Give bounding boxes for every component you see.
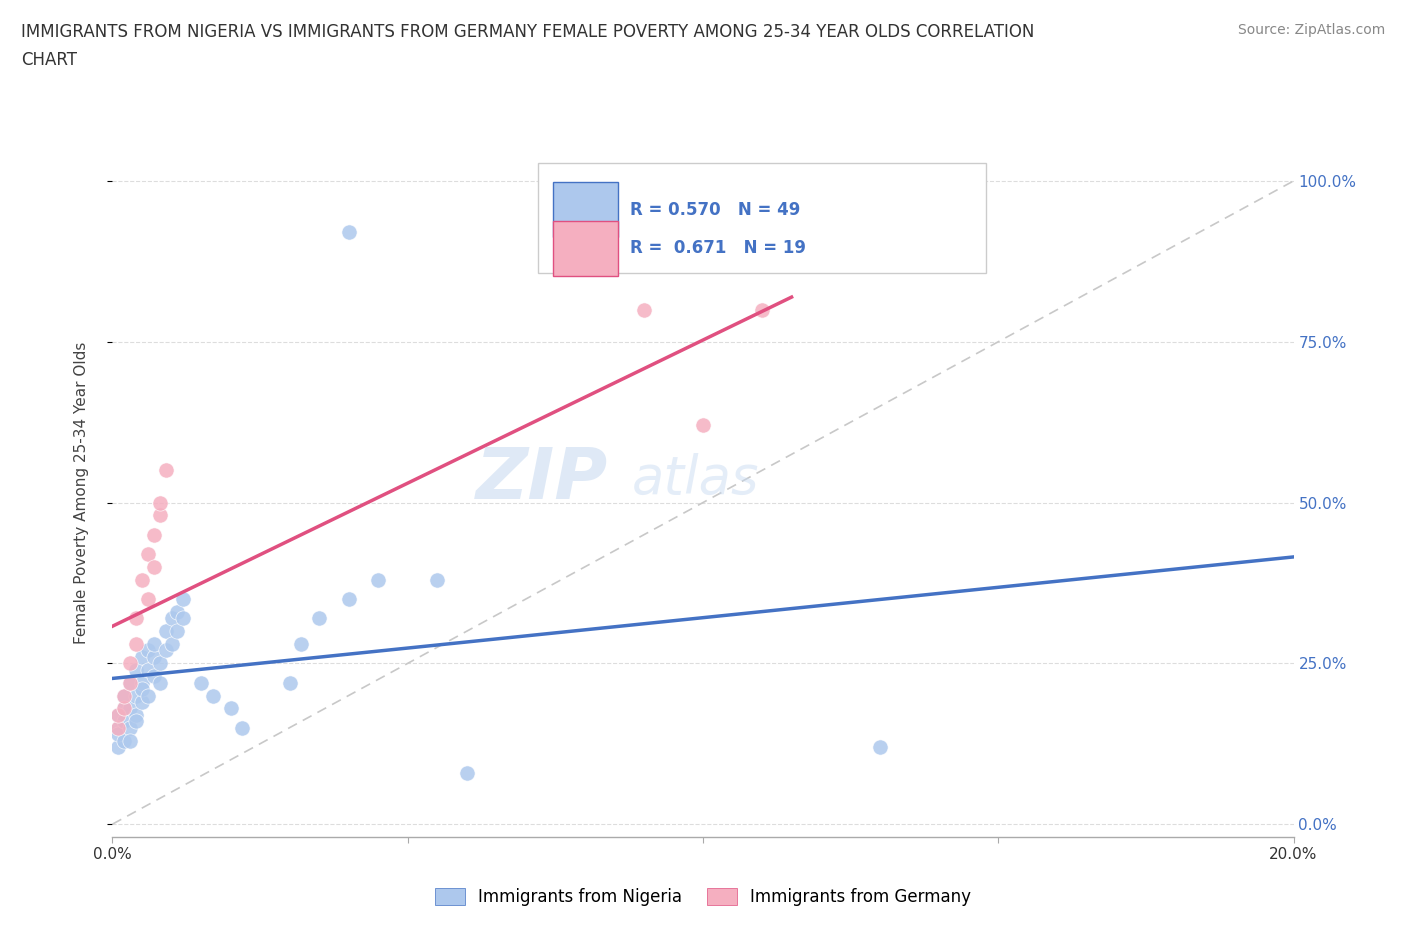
- Point: [308, 611, 330, 626]
- Point: [201, 688, 224, 703]
- Point: [166, 604, 188, 619]
- Y-axis label: Female Poverty Among 25-34 Year Olds: Female Poverty Among 25-34 Year Olds: [75, 341, 89, 644]
- Point: [337, 591, 360, 606]
- Point: [456, 765, 478, 780]
- Point: [120, 733, 142, 748]
- Point: [120, 675, 142, 690]
- Point: [219, 701, 242, 716]
- Text: Source: ZipAtlas.com: Source: ZipAtlas.com: [1237, 23, 1385, 37]
- Point: [633, 302, 655, 317]
- Point: [107, 720, 129, 735]
- Point: [166, 624, 188, 639]
- Point: [142, 560, 165, 575]
- Point: [142, 637, 165, 652]
- Point: [125, 714, 148, 729]
- Point: [136, 688, 159, 703]
- Point: [131, 649, 153, 664]
- Point: [107, 708, 129, 723]
- Point: [231, 720, 253, 735]
- Text: atlas: atlas: [633, 453, 759, 505]
- Point: [149, 656, 172, 671]
- Point: [190, 675, 212, 690]
- Point: [136, 591, 159, 606]
- Point: [112, 714, 135, 729]
- Point: [155, 643, 177, 658]
- Point: [142, 527, 165, 542]
- Point: [136, 547, 159, 562]
- Text: R =  0.671   N = 19: R = 0.671 N = 19: [630, 239, 806, 258]
- Point: [869, 739, 891, 754]
- Point: [112, 701, 135, 716]
- Point: [136, 662, 159, 677]
- Point: [142, 649, 165, 664]
- Point: [120, 701, 142, 716]
- Point: [107, 726, 129, 741]
- Point: [112, 701, 135, 716]
- Point: [112, 688, 135, 703]
- Point: [107, 720, 129, 735]
- Point: [107, 708, 129, 723]
- Point: [692, 418, 714, 432]
- Legend: Immigrants from Nigeria, Immigrants from Germany: Immigrants from Nigeria, Immigrants from…: [427, 881, 979, 912]
- Point: [290, 637, 312, 652]
- Point: [125, 688, 148, 703]
- Point: [149, 675, 172, 690]
- Text: IMMIGRANTS FROM NIGERIA VS IMMIGRANTS FROM GERMANY FEMALE POVERTY AMONG 25-34 YE: IMMIGRANTS FROM NIGERIA VS IMMIGRANTS FR…: [21, 23, 1035, 41]
- Text: ZIP: ZIP: [477, 445, 609, 513]
- Point: [131, 572, 153, 587]
- Point: [107, 739, 129, 754]
- Point: [367, 572, 389, 587]
- Text: CHART: CHART: [21, 51, 77, 69]
- FancyBboxPatch shape: [553, 221, 619, 276]
- Point: [120, 656, 142, 671]
- Point: [155, 463, 177, 478]
- Point: [751, 302, 773, 317]
- Point: [131, 675, 153, 690]
- Point: [131, 682, 153, 697]
- Point: [120, 720, 142, 735]
- Point: [278, 675, 301, 690]
- Point: [136, 643, 159, 658]
- Point: [426, 572, 449, 587]
- Point: [125, 637, 148, 652]
- Text: R = 0.570   N = 49: R = 0.570 N = 49: [630, 201, 800, 219]
- Point: [172, 611, 194, 626]
- Point: [131, 695, 153, 710]
- Point: [149, 495, 172, 510]
- Point: [160, 637, 183, 652]
- Point: [337, 225, 360, 240]
- Point: [120, 675, 142, 690]
- Point: [112, 733, 135, 748]
- Point: [155, 624, 177, 639]
- Point: [125, 708, 148, 723]
- Point: [149, 508, 172, 523]
- Point: [172, 591, 194, 606]
- Point: [112, 688, 135, 703]
- FancyBboxPatch shape: [537, 163, 987, 272]
- FancyBboxPatch shape: [553, 182, 619, 237]
- Point: [125, 611, 148, 626]
- Point: [125, 662, 148, 677]
- Point: [160, 611, 183, 626]
- Point: [142, 669, 165, 684]
